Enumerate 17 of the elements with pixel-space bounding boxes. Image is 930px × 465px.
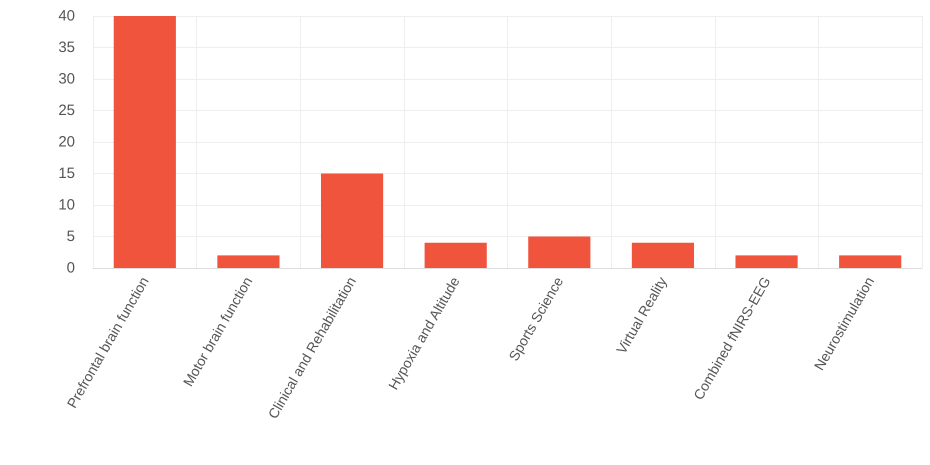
bar	[217, 255, 280, 268]
y-tick-label: 10	[58, 196, 75, 214]
y-tick-label: 30	[58, 70, 75, 88]
y-tick-label: 25	[58, 102, 75, 119]
y-tick-label: 35	[58, 39, 75, 56]
bar	[735, 255, 798, 268]
bar	[528, 236, 590, 268]
bar	[424, 242, 487, 268]
y-tick-label: 15	[58, 165, 75, 182]
y-tick-label: 20	[58, 134, 75, 150]
bar	[839, 255, 902, 268]
y-tick-label: 40	[58, 8, 75, 24]
bar	[320, 174, 384, 268]
bar	[114, 16, 176, 268]
bar	[632, 242, 694, 268]
y-tick-label: 0	[66, 260, 75, 276]
y-tick-label: 5	[66, 228, 75, 245]
